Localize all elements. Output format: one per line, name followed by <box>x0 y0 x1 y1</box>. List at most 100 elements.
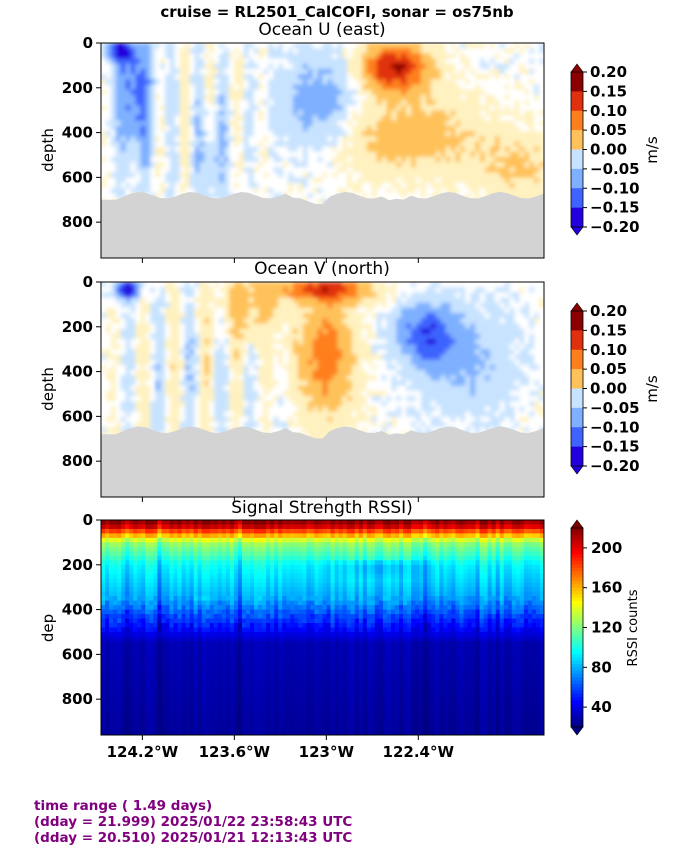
field-cell <box>228 282 235 288</box>
field-cell <box>233 370 240 376</box>
field-cell <box>101 53 107 60</box>
field-cell <box>292 416 299 423</box>
field-cell <box>529 172 535 179</box>
field-cell <box>288 84 294 91</box>
field-cell <box>105 287 112 293</box>
field-cell <box>174 141 181 148</box>
field-cell <box>169 364 176 371</box>
field-cell <box>312 68 319 75</box>
field-cell <box>302 167 309 174</box>
field-cell <box>160 131 166 137</box>
field-cell <box>361 411 368 418</box>
field-cell <box>371 162 378 168</box>
field-cell <box>396 385 402 392</box>
field-cell <box>155 131 161 137</box>
field-cell <box>263 395 269 402</box>
field-cell <box>248 177 255 184</box>
field-cell <box>228 177 235 184</box>
field-cell <box>174 318 181 325</box>
field-cell <box>489 125 496 132</box>
field-cell <box>101 344 107 350</box>
field-cell <box>160 193 166 199</box>
field-cell <box>160 313 166 319</box>
field-cell <box>386 58 393 65</box>
field-cell <box>396 349 402 356</box>
field-cell <box>238 380 245 387</box>
field-cell <box>327 349 333 356</box>
field-cell <box>386 115 393 122</box>
field-cell <box>401 406 407 413</box>
field-cell <box>376 323 383 330</box>
field-cell <box>224 141 230 148</box>
field-cell <box>238 79 245 86</box>
field-cell <box>130 349 137 356</box>
field-cell <box>401 167 407 174</box>
field-cell <box>539 110 544 117</box>
field-cell <box>164 120 171 127</box>
field-cell <box>396 380 402 387</box>
field-cell <box>204 349 210 356</box>
field-cell <box>258 328 265 335</box>
field-cell <box>209 406 215 413</box>
field-cell <box>327 406 333 413</box>
field-cell <box>288 307 294 314</box>
field-cell <box>322 172 329 179</box>
field-cell <box>445 125 452 132</box>
field-cell <box>189 364 196 371</box>
field-cell <box>470 110 476 117</box>
field-cell <box>248 74 255 80</box>
field-cell <box>465 105 471 111</box>
field-cell <box>150 84 156 91</box>
field-cell <box>332 313 338 319</box>
field-cell <box>219 177 225 184</box>
field-cell <box>214 131 220 137</box>
field-cell <box>322 349 329 356</box>
field-cell <box>174 182 181 189</box>
field-cell <box>214 115 220 122</box>
field-cell <box>228 48 235 54</box>
field-cell <box>307 115 314 122</box>
field-cell <box>337 99 343 106</box>
field-cell <box>135 131 141 137</box>
field-cell <box>484 115 491 122</box>
field-cell <box>455 131 461 137</box>
field-cell <box>214 297 220 304</box>
field-cell <box>253 172 260 179</box>
field-cell <box>347 395 353 402</box>
field-cell <box>160 89 166 96</box>
field-cell <box>184 390 191 397</box>
field-cell <box>504 146 511 153</box>
field-cell <box>401 99 407 106</box>
field-cell <box>120 74 127 80</box>
field-cell <box>327 131 333 137</box>
field-cell <box>135 333 141 340</box>
field-cell <box>189 136 196 142</box>
field-cell <box>529 68 535 75</box>
field-cell <box>253 390 260 397</box>
field-cell <box>386 74 393 80</box>
field-cell <box>396 131 402 137</box>
field-cell <box>233 115 240 122</box>
field-cell <box>219 188 225 194</box>
field-cell <box>273 188 279 194</box>
field-cell <box>189 79 196 86</box>
field-cell <box>524 136 530 142</box>
field-cell <box>140 105 146 111</box>
field-cell <box>283 354 289 361</box>
field-cell <box>534 120 540 127</box>
field-cell <box>209 282 215 288</box>
field-cell <box>273 395 279 402</box>
field-cell <box>140 375 146 381</box>
field-cell <box>283 131 289 137</box>
field-cell <box>189 344 196 350</box>
field-cell <box>125 58 132 65</box>
field-cell <box>105 105 112 111</box>
field-cell <box>376 359 383 366</box>
field-cell <box>110 282 117 288</box>
field-cell <box>514 120 520 127</box>
field-cell <box>356 364 363 371</box>
field-cell <box>283 287 289 293</box>
field-cell <box>381 151 388 158</box>
field-cell <box>317 136 324 142</box>
field-cell <box>371 421 378 428</box>
